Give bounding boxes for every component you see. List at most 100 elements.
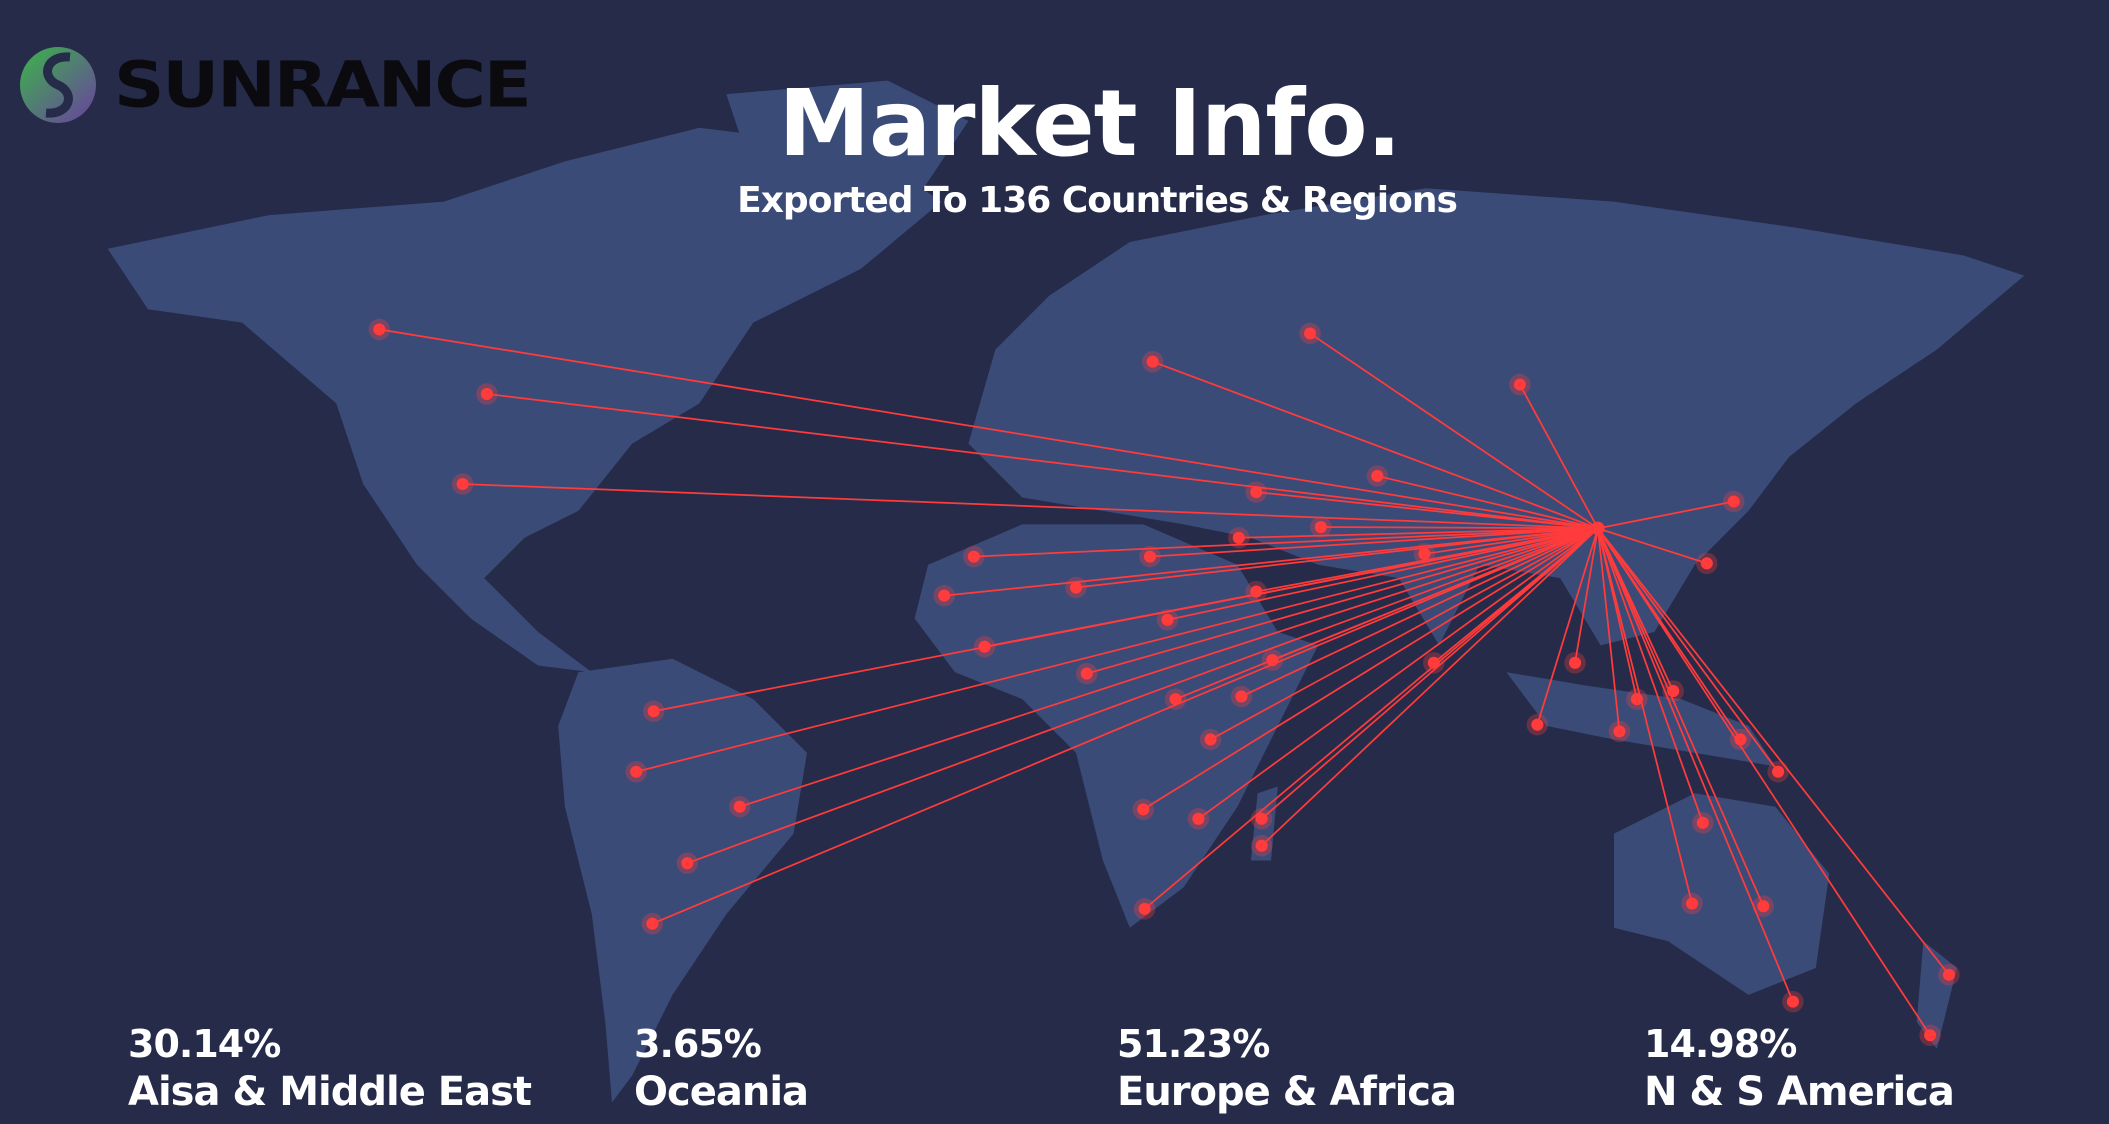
route-line [1597, 528, 1765, 907]
destination-dot [1204, 733, 1217, 746]
destination-dot [1069, 581, 1083, 594]
export-destinations [368, 318, 1960, 1047]
route-line [1597, 527, 1931, 1036]
route-line [1144, 527, 1599, 910]
route-line [1261, 527, 1599, 847]
page-title: Market Info. [778, 70, 1401, 177]
stat-percent: 14.98% [1644, 1022, 1797, 1066]
stat-americas: 14.98% N & S America [1644, 1022, 1955, 1118]
stat-percent: 30.14% [128, 1022, 281, 1066]
route-line [1197, 527, 1599, 820]
destination-dot [1235, 690, 1248, 703]
destination-dot [1630, 693, 1643, 706]
stat-europe-africa: 51.23% Europe & Africa [1117, 1022, 1457, 1118]
route-line [1597, 527, 1950, 976]
destination-dot [733, 800, 746, 813]
destination-dot [1192, 812, 1205, 825]
southeast-asia [1506, 672, 1776, 767]
destination-dot [1727, 495, 1740, 508]
route-line [1597, 528, 1794, 1002]
destination-dot [938, 589, 951, 602]
destination-dot [1255, 812, 1268, 825]
route-line [1377, 475, 1599, 530]
destination-dot [1232, 531, 1245, 544]
route-line [1536, 528, 1599, 725]
route-line [739, 527, 1599, 808]
route-line [379, 328, 1599, 530]
route-line [944, 527, 1598, 597]
destination-dot [1255, 839, 1268, 852]
route-line [1075, 527, 1598, 589]
route-line [1152, 360, 1599, 530]
destination-dot [1786, 995, 1799, 1008]
route-line [652, 527, 1599, 925]
stat-label: Europe & Africa [1117, 1069, 1457, 1115]
route-line [1597, 527, 1708, 565]
logo-icon [20, 47, 96, 123]
destination-dot [1568, 656, 1582, 669]
route-line [1597, 500, 1734, 530]
route-line [1424, 527, 1599, 555]
route-line [1261, 527, 1599, 820]
route-line [1142, 527, 1599, 811]
destination-dot [1685, 897, 1699, 910]
destination-dot [630, 765, 643, 778]
destination-dot [1696, 816, 1709, 829]
brand-logo: SUNRANCE [18, 44, 532, 126]
route-line [1086, 527, 1599, 675]
destination-dot [1772, 765, 1785, 778]
destination-dot [1418, 547, 1431, 560]
destination-dot [1080, 667, 1093, 680]
route-line [1210, 527, 1599, 741]
route-line [486, 393, 1598, 530]
destination-dot [1757, 900, 1770, 913]
destination-dot [647, 705, 660, 718]
destination-dot [681, 857, 694, 870]
route-line [1320, 526, 1598, 530]
route-line [687, 527, 1599, 864]
route-line [1519, 384, 1599, 529]
stat-label: Aisa & Middle East [128, 1069, 532, 1115]
destination-dot [1531, 718, 1544, 731]
destination-dot [480, 387, 493, 400]
stat-percent: 3.65% [634, 1022, 762, 1066]
destination-dot [1613, 725, 1626, 738]
destination-dot [1700, 557, 1713, 570]
route-line [1256, 491, 1598, 530]
destination-dot [1924, 1029, 1937, 1042]
route-line [462, 483, 1598, 530]
greenland [726, 80, 969, 229]
stat-oceania: 3.65% Oceania [634, 1022, 809, 1118]
destination-dot [967, 550, 980, 563]
route-line [1597, 527, 1779, 773]
destination-dot [1427, 656, 1440, 669]
destination-dot [646, 917, 659, 930]
destination-dot [1143, 550, 1157, 563]
route-line [1597, 528, 1704, 824]
destination-dot [1250, 585, 1263, 598]
stat-percent: 51.23% [1117, 1022, 1270, 1066]
route-line [1597, 528, 1693, 904]
continents [107, 80, 2025, 1103]
route-line [1238, 527, 1598, 539]
destination-dot [978, 640, 991, 653]
destination-dot [1161, 613, 1174, 626]
destination-dot [1266, 654, 1279, 667]
destination-dot [1138, 902, 1151, 915]
route-line [1149, 527, 1598, 558]
route-line [653, 527, 1599, 713]
destination-dot [1371, 469, 1384, 483]
north-america [107, 127, 942, 673]
route-line [1597, 528, 1621, 732]
route-line [973, 527, 1598, 558]
destination-dot [1304, 327, 1317, 340]
new-zealand [1916, 941, 1958, 1049]
route-line [1574, 528, 1599, 663]
destination-dot [1942, 968, 1955, 981]
route-line [1241, 527, 1599, 698]
stat-label: Oceania [634, 1069, 809, 1115]
destination-dot [1734, 733, 1747, 746]
australia [1614, 793, 1830, 995]
route-line [635, 527, 1599, 773]
